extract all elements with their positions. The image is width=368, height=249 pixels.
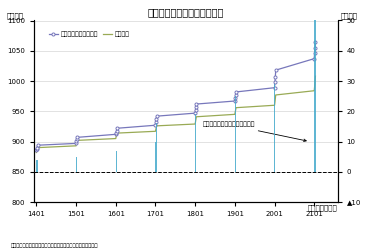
Text: （年・四半期）: （年・四半期） xyxy=(308,204,338,211)
Legend: 家計の現金・預金残高, トレンド: 家計の現金・預金残高, トレンド xyxy=(46,29,132,40)
Text: トレンドからの乖離（右目盛）: トレンドからの乖離（右目盛） xyxy=(203,122,306,141)
Text: （兆円）: （兆円） xyxy=(7,12,24,19)
Title: 家計の現金・預金残高の推移: 家計の現金・預金残高の推移 xyxy=(148,7,224,17)
Text: （注）現金・預金残高はニッセイ基礎研究所による季節調整値: （注）現金・預金残高はニッセイ基礎研究所による季節調整値 xyxy=(11,243,99,248)
Text: （兆円）: （兆円） xyxy=(341,12,358,19)
